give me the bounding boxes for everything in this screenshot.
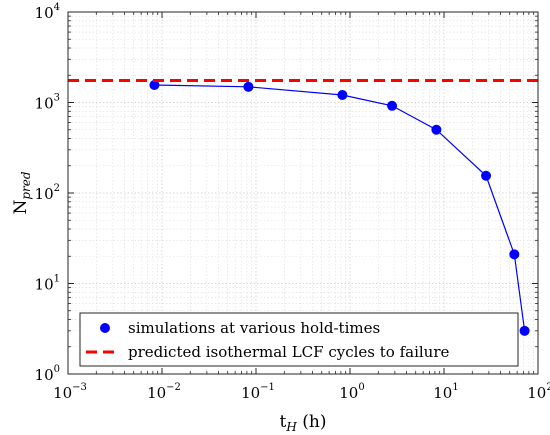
x-tick-label-base: 10: [433, 384, 452, 402]
legend-marker-simulations: [100, 323, 110, 333]
y-tick-label-base: 10: [35, 276, 54, 294]
y-tick-label: 103: [35, 93, 60, 113]
axis-ticks: [67, 11, 539, 375]
x-tick-label-exponent: 2: [546, 382, 550, 393]
legend-label-simulations: simulations at various hold-times: [128, 319, 380, 337]
x-tick-label: 100: [339, 382, 364, 402]
y-tick-label-exponent: 2: [54, 183, 60, 194]
series-layer: [68, 79, 538, 336]
y-tick-label-base: 10: [35, 185, 54, 203]
y-tick-label-exponent: 1: [54, 274, 60, 285]
x-tick-label-base: 10: [147, 384, 166, 402]
x-axis-label-main: t: [280, 412, 287, 432]
y-tick-label: 104: [35, 2, 60, 22]
x-axis-label-sub: H: [285, 420, 297, 434]
y-tick-label-base: 10: [35, 95, 54, 113]
x-axis-label-unit: (h): [297, 412, 327, 432]
y-tick-label: 100: [35, 364, 60, 384]
y-tick-label-exponent: 4: [54, 2, 60, 13]
x-tick-labels: 10−3 10−2 10−1 100 101 102: [53, 382, 550, 402]
y-tick-label-exponent: 0: [54, 364, 60, 375]
x-tick-label: 10−2: [147, 382, 181, 402]
x-tick-label-base: 10: [53, 384, 72, 402]
simulation-data-point: [337, 90, 348, 101]
x-tick-label: 10−1: [241, 382, 275, 402]
x-tick-label-exponent: −3: [72, 382, 87, 393]
simulation-data-point: [481, 170, 492, 181]
simulation-data-point: [431, 124, 442, 135]
x-tick-label-exponent: −2: [166, 382, 181, 393]
y-axis-label: Npred: [11, 171, 33, 214]
simulation-series-line: [154, 84, 526, 331]
x-axis-label: tH (h): [280, 412, 327, 434]
y-tick-label: 102: [35, 183, 60, 203]
simulation-data-point: [149, 80, 160, 91]
legend-label-predicted: predicted isothermal LCF cycles to failu…: [128, 343, 449, 361]
simulation-data-point: [509, 249, 520, 260]
x-tick-label-base: 10: [241, 384, 260, 402]
x-tick-label: 101: [433, 382, 458, 402]
simulation-data-point: [387, 100, 398, 111]
y-tick-label-exponent: 3: [54, 93, 60, 104]
x-tick-label-base: 10: [527, 384, 546, 402]
x-tick-label-exponent: −1: [260, 382, 275, 393]
simulation-data-point: [519, 325, 530, 336]
y-tick-label-base: 10: [35, 366, 54, 384]
x-tick-label-exponent: 1: [452, 382, 458, 393]
x-tick-label: 10−3: [53, 382, 87, 402]
legend: simulations at various hold-times predic…: [79, 312, 519, 367]
simulation-data-point: [243, 81, 254, 92]
x-tick-label: 102: [527, 382, 550, 402]
y-tick-label-base: 10: [35, 4, 54, 22]
legend-box: [79, 312, 519, 367]
x-tick-label-base: 10: [339, 384, 358, 402]
x-tick-label-exponent: 0: [358, 382, 364, 393]
y-axis-label-sub: pred: [19, 171, 33, 200]
y-axis-label-main: N: [11, 200, 31, 215]
y-tick-label: 101: [35, 274, 60, 294]
